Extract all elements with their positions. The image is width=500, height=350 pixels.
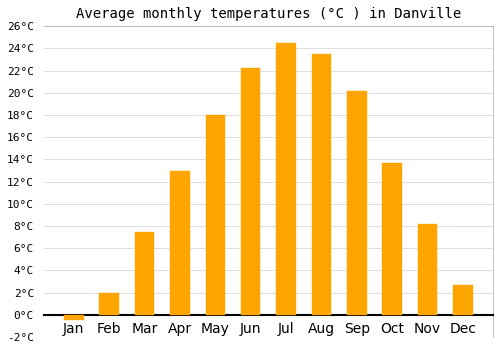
Bar: [276, 43, 296, 315]
Bar: [347, 91, 366, 315]
Title: Average monthly temperatures (°C ) in Danville: Average monthly temperatures (°C ) in Da…: [76, 7, 461, 21]
Bar: [64, 315, 84, 320]
Bar: [453, 285, 472, 315]
Bar: [135, 232, 154, 315]
Bar: [206, 115, 225, 315]
Bar: [382, 163, 402, 315]
Bar: [170, 170, 190, 315]
Bar: [418, 224, 438, 315]
Bar: [241, 69, 260, 315]
Bar: [100, 293, 119, 315]
Bar: [312, 54, 331, 315]
